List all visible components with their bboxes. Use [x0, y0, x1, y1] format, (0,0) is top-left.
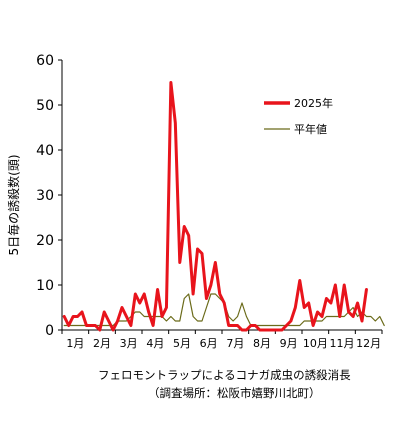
- x-tick-label: 8月: [253, 337, 271, 350]
- x-tick-label: 10月: [303, 337, 328, 350]
- y-tick-label: 50: [36, 98, 54, 114]
- x-tick-label: 5月: [173, 337, 191, 350]
- x-tick-label: 1月: [66, 337, 84, 350]
- y-tick-label: 60: [36, 53, 54, 69]
- x-tick-label: 3月: [120, 337, 138, 350]
- legend-item-normal-year-label: 平年値: [294, 122, 327, 136]
- y-tick-label: 30: [36, 188, 54, 204]
- series-line-2025: [62, 81, 368, 332]
- x-tick-label: 6月: [200, 337, 218, 350]
- x-tick-label: 9月: [280, 337, 298, 350]
- y-axis-label: 5日毎の誘殺数(頭): [6, 155, 21, 256]
- y-tick-label: 40: [36, 143, 54, 159]
- caption-line-1: フェロモントラップによるコナガ成虫の誘殺消長: [98, 368, 351, 382]
- series-layer: [62, 81, 385, 332]
- x-axis: 1月 2月 3月 4月 5月 6月 7月 8月 9月 10月 11月 12月: [61, 329, 383, 350]
- y-tick-label: 20: [36, 233, 54, 249]
- legend-item-2025-label: 2025年: [294, 96, 333, 110]
- x-tick-label: 7月: [226, 337, 244, 350]
- y-axis: 0 10 20 30 40 50 60: [36, 53, 63, 339]
- x-tick-label: 12月: [356, 337, 381, 350]
- x-tick-label: 11月: [330, 337, 355, 350]
- y-tick-label: 0: [45, 323, 54, 339]
- chart-caption: フェロモントラップによるコナガ成虫の誘殺消長 （調査場所：松阪市嬉野川北町）: [98, 367, 351, 401]
- x-tick-label: 4月: [146, 337, 164, 350]
- y-tick-label: 10: [36, 278, 54, 294]
- x-tick-label: 2月: [93, 337, 111, 350]
- caption-line-2: （調査場所：松阪市嬉野川北町）: [148, 386, 321, 400]
